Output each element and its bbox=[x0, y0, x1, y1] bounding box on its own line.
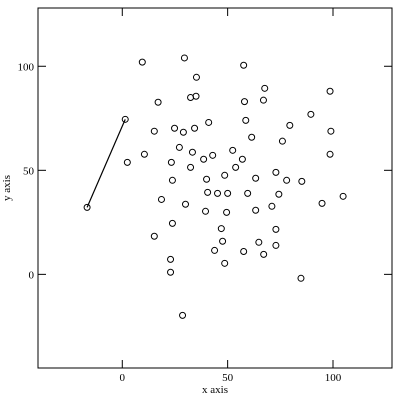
point bbox=[261, 84, 269, 92]
point bbox=[252, 206, 260, 214]
point bbox=[121, 115, 129, 123]
y-tick-label: 50 bbox=[23, 165, 35, 177]
point bbox=[204, 188, 212, 196]
point bbox=[179, 128, 187, 136]
point bbox=[221, 171, 229, 179]
point bbox=[188, 148, 196, 156]
point bbox=[205, 118, 213, 126]
point bbox=[182, 200, 189, 208]
point bbox=[219, 237, 227, 245]
x-tick-label: 100 bbox=[325, 372, 342, 384]
point bbox=[168, 176, 176, 184]
point bbox=[157, 195, 165, 203]
point bbox=[240, 247, 248, 255]
point bbox=[298, 177, 306, 185]
plot-frame bbox=[37, 7, 393, 369]
point bbox=[326, 150, 334, 158]
point bbox=[179, 311, 187, 319]
point bbox=[240, 61, 248, 69]
point bbox=[248, 133, 256, 141]
point bbox=[242, 116, 250, 124]
point bbox=[272, 225, 280, 233]
point bbox=[191, 124, 199, 132]
point bbox=[283, 176, 291, 184]
y-tick-label: 100 bbox=[18, 61, 35, 73]
point bbox=[252, 174, 260, 182]
point bbox=[327, 127, 335, 135]
point bbox=[229, 146, 237, 154]
point bbox=[238, 155, 246, 163]
x-tick-label: 50 bbox=[222, 372, 234, 384]
point bbox=[318, 199, 326, 207]
point bbox=[167, 255, 175, 263]
point bbox=[150, 127, 158, 135]
point bbox=[260, 250, 268, 258]
point bbox=[200, 155, 208, 163]
point bbox=[203, 175, 211, 183]
point bbox=[175, 143, 183, 151]
point bbox=[171, 124, 179, 132]
y-tick-label: 0 bbox=[29, 269, 35, 281]
point bbox=[187, 93, 195, 101]
point bbox=[180, 54, 188, 62]
point bbox=[272, 241, 280, 249]
point bbox=[307, 110, 315, 118]
point bbox=[255, 238, 263, 246]
point bbox=[339, 192, 347, 200]
point bbox=[232, 163, 240, 171]
line bbox=[86, 119, 126, 208]
point bbox=[268, 202, 276, 210]
point bbox=[202, 207, 210, 215]
point bbox=[326, 87, 334, 95]
point bbox=[278, 137, 286, 145]
point bbox=[214, 189, 222, 197]
x-axis-label: x axis bbox=[202, 384, 228, 396]
point bbox=[140, 150, 148, 158]
point bbox=[150, 232, 158, 240]
point bbox=[272, 168, 280, 176]
x-tick-label: 0 bbox=[120, 372, 126, 384]
point bbox=[244, 189, 252, 197]
point bbox=[167, 158, 175, 166]
point bbox=[209, 151, 217, 159]
point bbox=[223, 208, 231, 216]
point bbox=[241, 98, 248, 106]
point bbox=[154, 98, 162, 106]
point bbox=[187, 163, 195, 171]
point bbox=[259, 96, 267, 104]
point bbox=[217, 225, 225, 233]
point bbox=[286, 121, 294, 129]
point bbox=[168, 219, 176, 227]
point bbox=[192, 73, 200, 81]
point bbox=[221, 259, 229, 267]
point bbox=[83, 203, 91, 211]
point bbox=[211, 246, 219, 254]
point bbox=[167, 268, 175, 276]
point bbox=[297, 274, 305, 282]
point bbox=[123, 158, 131, 166]
y-axis-label: y axis bbox=[1, 175, 13, 201]
point bbox=[275, 190, 283, 198]
point bbox=[138, 58, 146, 66]
point bbox=[224, 189, 232, 197]
